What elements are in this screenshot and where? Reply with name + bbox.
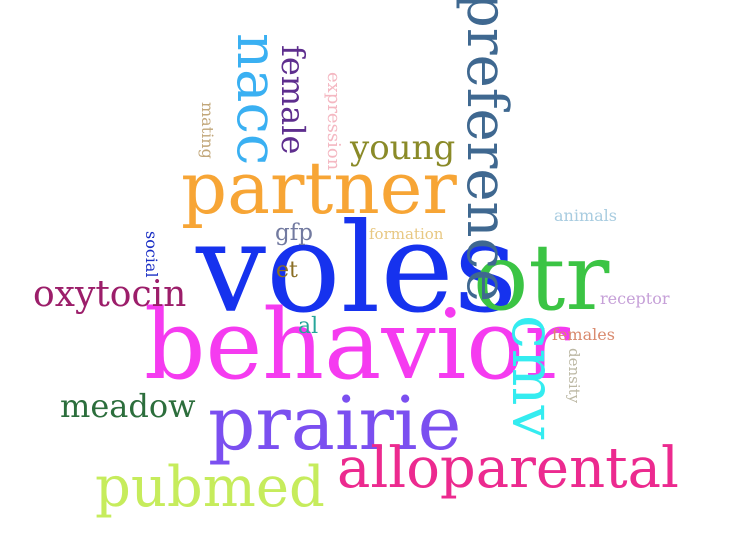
word-receptor: receptor (600, 289, 670, 308)
word-formation: formation (369, 225, 444, 243)
word-nacc: nacc (224, 33, 289, 166)
word-al: al (298, 314, 319, 339)
word-pubmed: pubmed (95, 455, 325, 520)
word-prairie: prairie (208, 381, 462, 467)
word-voles: voles (196, 197, 518, 341)
word-meadow: meadow (60, 387, 196, 425)
word-behavior: behavior (144, 289, 570, 401)
word-et: et (276, 258, 298, 283)
word-otr: otr (473, 224, 610, 331)
word-alloparental: alloparental (337, 436, 679, 501)
word-cmv: cmv (498, 315, 568, 440)
word-partner: partner (181, 146, 457, 230)
word-oxytocin: oxytocin (33, 274, 187, 315)
word-female: female (274, 45, 312, 155)
word-gfp: gfp (275, 220, 313, 246)
word-density: density (565, 348, 583, 404)
word-animals: animals (554, 206, 617, 225)
word-expression: expression (323, 72, 344, 171)
word-mating: mating (198, 102, 217, 159)
word-preference: preference (454, 0, 519, 303)
word-social: social (142, 231, 161, 278)
word-females: females (552, 325, 615, 344)
word-young: young (350, 128, 456, 168)
